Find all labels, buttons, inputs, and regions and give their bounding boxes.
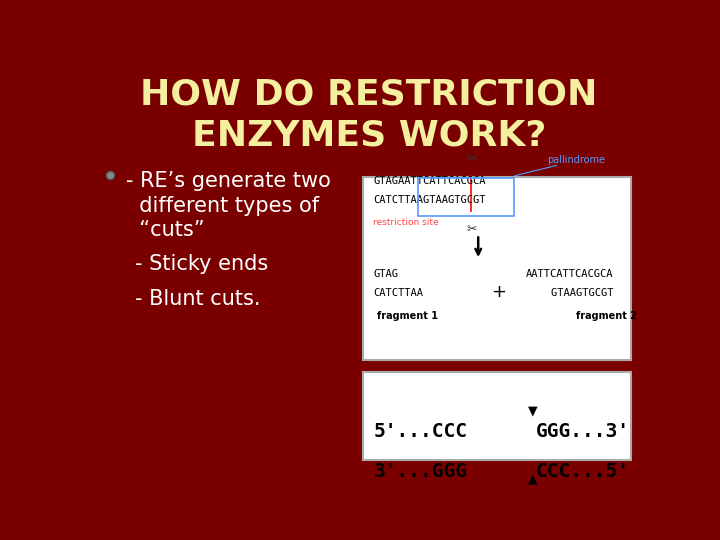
- Text: fragment 2: fragment 2: [576, 311, 637, 321]
- Text: GTAG: GTAG: [373, 269, 398, 279]
- Text: ✂: ✂: [465, 151, 478, 166]
- Text: ✂: ✂: [467, 223, 477, 236]
- Text: CATCTTAA: CATCTTAA: [373, 288, 423, 298]
- Text: - Sticky ends: - Sticky ends: [135, 254, 268, 274]
- Text: CATCTTAAGTAAGTGCGT: CATCTTAAGTAAGTGCGT: [373, 195, 486, 205]
- Text: GTAAGTGCGT: GTAAGTGCGT: [526, 288, 613, 298]
- Text: CCC...5': CCC...5': [536, 462, 630, 481]
- Bar: [364, 373, 631, 460]
- Text: ▲: ▲: [528, 472, 537, 485]
- Text: GGG...3': GGG...3': [536, 422, 630, 441]
- Bar: [364, 177, 631, 360]
- Text: 5'...CCC: 5'...CCC: [373, 422, 467, 441]
- Text: GTAGAATTCATTCACGCA: GTAGAATTCATTCACGCA: [373, 177, 486, 186]
- Text: HOW DO RESTRICTION
ENZYMES WORK?: HOW DO RESTRICTION ENZYMES WORK?: [140, 77, 598, 152]
- Text: AATTCATTCACGCA: AATTCATTCACGCA: [526, 269, 613, 279]
- Text: - RE’s generate two
  different types of
  “cuts”: - RE’s generate two different types of “…: [126, 171, 331, 240]
- Text: fragment 1: fragment 1: [377, 311, 438, 321]
- Text: restriction site: restriction site: [373, 218, 439, 227]
- Text: ▼: ▼: [528, 404, 537, 417]
- Text: 3'...GGG: 3'...GGG: [373, 462, 467, 481]
- Bar: [418, 178, 513, 216]
- Text: pallindrome: pallindrome: [547, 156, 606, 165]
- Text: +: +: [491, 283, 506, 301]
- Text: - Blunt cuts.: - Blunt cuts.: [135, 289, 260, 309]
